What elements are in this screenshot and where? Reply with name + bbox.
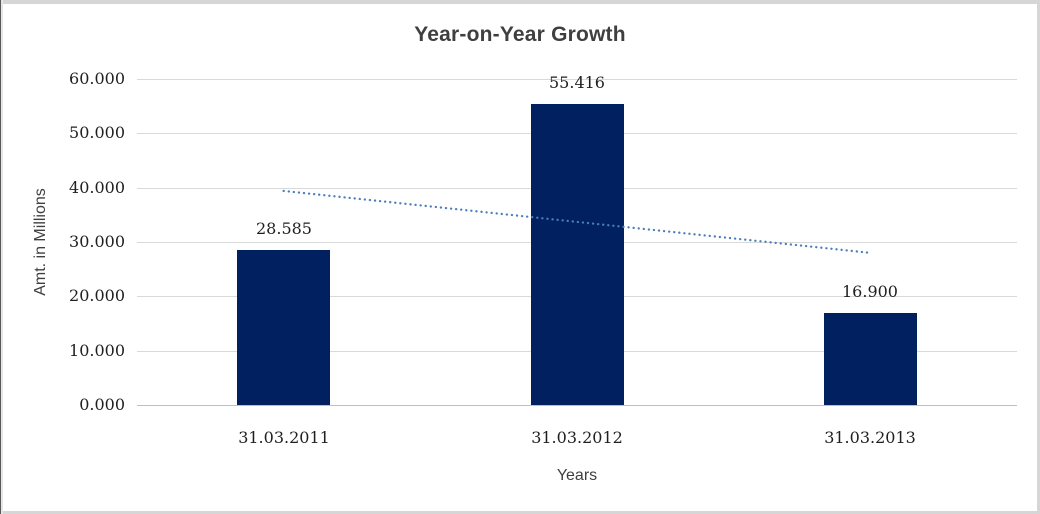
x-axis-line <box>137 405 1017 406</box>
x-tick-label: 31.03.2011 <box>238 428 330 447</box>
frame-left-border-inner <box>1 0 3 514</box>
x-axis-title: Years <box>556 467 598 484</box>
frame-bottom-border <box>0 511 1040 514</box>
y-tick-label: 40.000 <box>69 178 125 197</box>
bar-value-label: 28.585 <box>256 219 312 238</box>
y-tick-label: 30.000 <box>69 232 125 251</box>
x-tick-label: 31.03.2012 <box>531 428 623 447</box>
y-tick-label: 60.000 <box>69 69 125 88</box>
bar-31.03.2013 <box>824 313 917 405</box>
gridline <box>137 79 1017 80</box>
bar-31.03.2011 <box>237 250 330 405</box>
bar-value-label: 16.900 <box>842 282 898 301</box>
y-tick-label: 10.000 <box>69 341 125 360</box>
frame-top-border <box>0 0 1040 4</box>
chart-title: Year-on-Year Growth <box>414 23 626 46</box>
y-tick-label: 0.000 <box>79 395 125 414</box>
bar-31.03.2012 <box>531 104 624 405</box>
frame-right-border <box>1037 0 1040 514</box>
bar-value-label: 55.416 <box>549 73 605 92</box>
x-tick-label: 31.03.2013 <box>824 428 916 447</box>
frame-left-border <box>0 0 1 514</box>
y-tick-label: 50.000 <box>69 123 125 142</box>
y-tick-label: 20.000 <box>69 286 125 305</box>
